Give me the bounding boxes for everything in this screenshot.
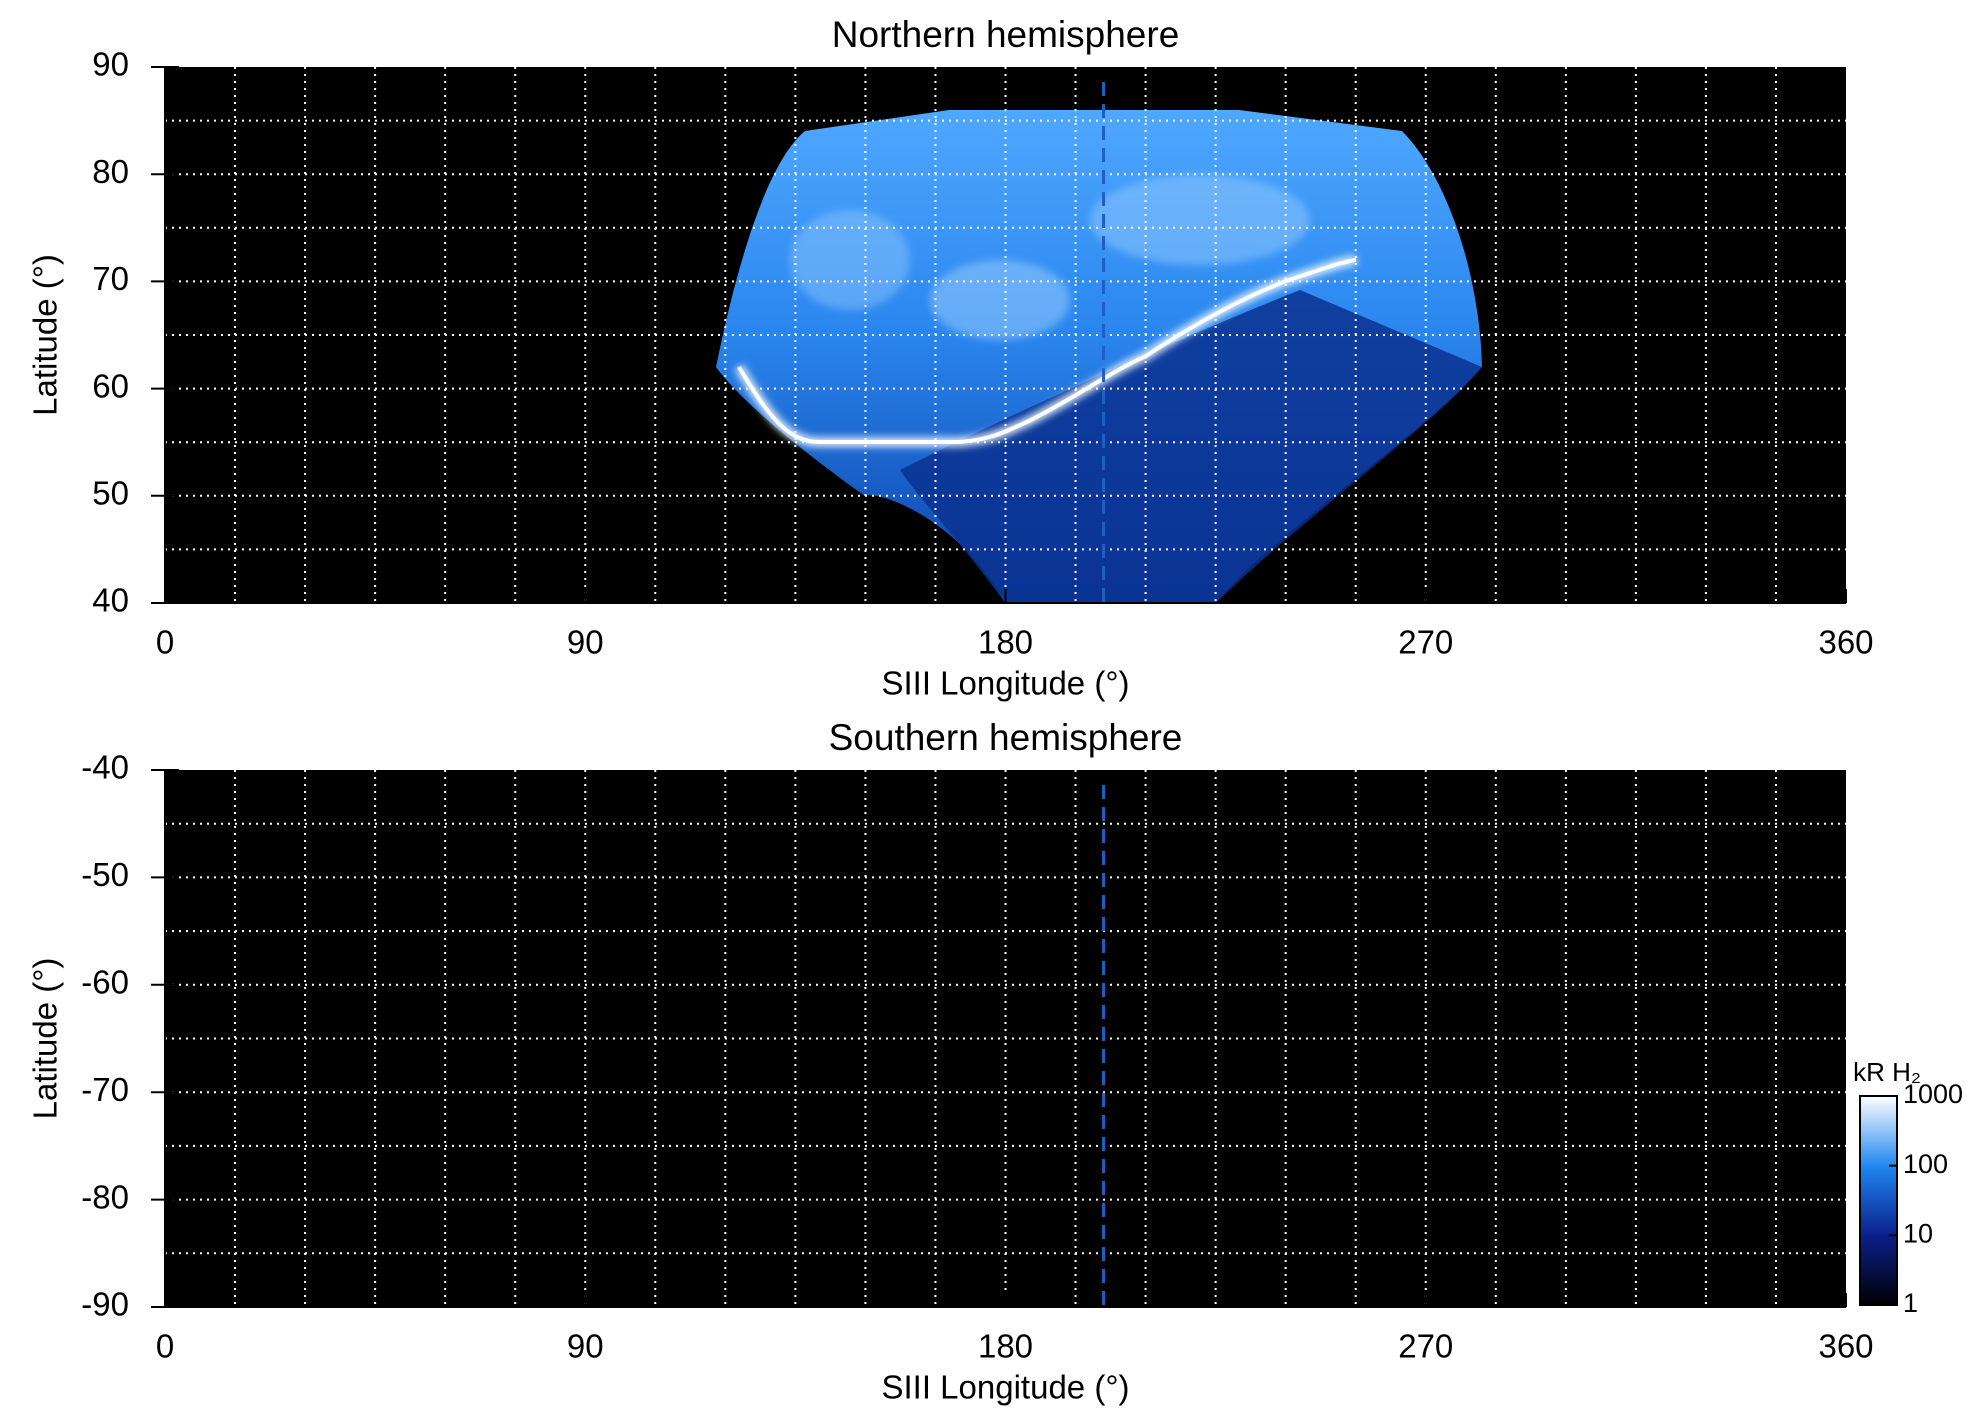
- y-tick-label: 60: [92, 367, 129, 404]
- aurora-patch: [1090, 175, 1310, 265]
- y-tick-label: 50: [92, 475, 129, 512]
- y-tick-label: -50: [81, 856, 129, 893]
- chart-title: Southern hemisphere: [829, 717, 1183, 758]
- y-axis-label: Latitude (°): [27, 254, 64, 416]
- x-tick-label: 180: [978, 624, 1033, 661]
- x-tick-label: 0: [156, 624, 174, 661]
- x-axis-label: SIII Longitude (°): [882, 1369, 1130, 1406]
- colorbar-tick-label: 1: [1903, 1288, 1918, 1318]
- y-tick-label: -80: [81, 1178, 129, 1215]
- aurora-patch: [790, 210, 910, 310]
- y-axis-label: Latitude (°): [27, 958, 64, 1120]
- colorbar: [1859, 1095, 1898, 1306]
- x-tick-label: 270: [1398, 1328, 1453, 1365]
- colorbar-tick-label: 1000: [1903, 1079, 1963, 1109]
- aurora-image: [716, 110, 1482, 603]
- y-tick-label: 80: [92, 153, 129, 190]
- chart-title: Northern hemisphere: [832, 14, 1180, 55]
- colorbar-label: kR H₂: [1853, 1057, 1921, 1087]
- y-tick-label: 90: [92, 46, 129, 83]
- x-tick-label: 270: [1398, 624, 1453, 661]
- y-tick-label: -90: [81, 1286, 129, 1323]
- y-tick-label: 40: [92, 582, 129, 619]
- colorbar-tick-label: 100: [1903, 1149, 1948, 1179]
- y-tick-label: -40: [81, 749, 129, 786]
- aurora-patch: [930, 260, 1070, 340]
- colorbar-tick-label: 10: [1903, 1218, 1933, 1248]
- x-tick-label: 360: [1818, 624, 1873, 661]
- aurora-dim: [900, 290, 1482, 603]
- x-tick-label: 180: [978, 1328, 1033, 1365]
- y-tick-label: -70: [81, 1071, 129, 1108]
- x-axis-label: SIII Longitude (°): [882, 665, 1130, 702]
- x-tick-label: 90: [567, 624, 604, 661]
- x-tick-label: 0: [156, 1328, 174, 1365]
- x-tick-label: 90: [567, 1328, 604, 1365]
- y-tick-label: -60: [81, 964, 129, 1001]
- x-tick-label: 360: [1818, 1328, 1873, 1365]
- y-tick-label: 70: [92, 260, 129, 297]
